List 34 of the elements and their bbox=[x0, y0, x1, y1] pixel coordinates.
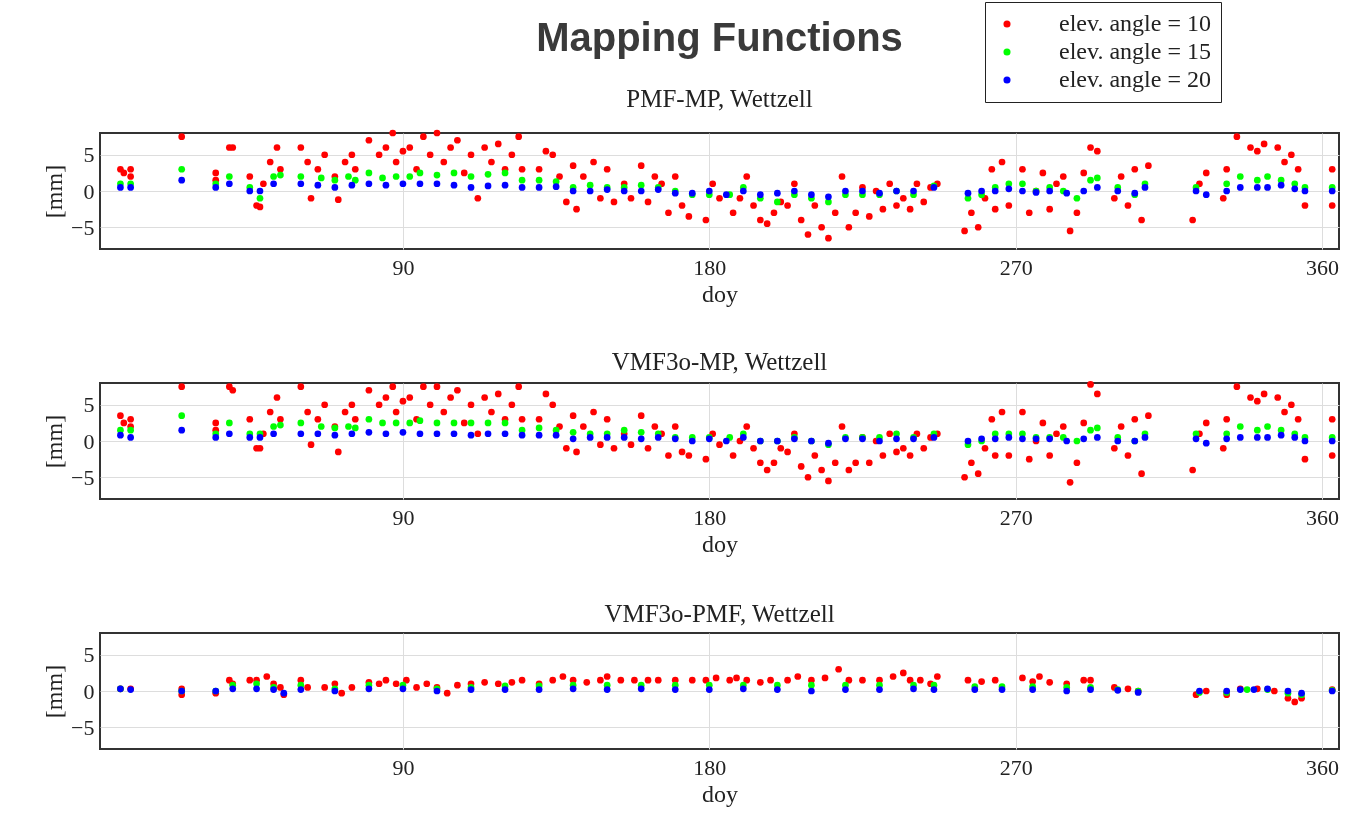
y-tick-label: 0 bbox=[83, 178, 95, 204]
x-tick-label: 90 bbox=[392, 754, 415, 780]
x-tick-label: 90 bbox=[392, 254, 415, 280]
chart-title: Mapping Functions bbox=[536, 14, 903, 59]
x-tick-label: 270 bbox=[999, 754, 1033, 780]
y-tick-label: −5 bbox=[71, 464, 95, 490]
x-tick-label: 360 bbox=[1305, 754, 1339, 780]
x-tick-label: 360 bbox=[1305, 254, 1339, 280]
chart-title: VMF3o-MP, Wettzell bbox=[611, 348, 828, 376]
x-axis-title: doy bbox=[702, 530, 738, 557]
x-axis-title: doy bbox=[702, 280, 738, 307]
x-tick-label: 180 bbox=[693, 254, 727, 280]
x-tick-label: 180 bbox=[693, 754, 727, 780]
x-tick-label: 90 bbox=[392, 504, 415, 530]
x-axis-title: doy bbox=[702, 780, 738, 807]
y-tick-label: −5 bbox=[71, 714, 95, 740]
y-tick-label: 5 bbox=[83, 142, 95, 168]
y-tick-label: 5 bbox=[83, 392, 95, 418]
y-tick-label: 5 bbox=[83, 642, 95, 668]
y-axis-title: [mm] bbox=[41, 164, 68, 219]
x-tick-label: 360 bbox=[1305, 504, 1339, 530]
x-tick-label: 180 bbox=[693, 504, 727, 530]
legend-label: elev. angle = 20 bbox=[1059, 66, 1211, 92]
legend-label: elev. angle = 15 bbox=[1059, 38, 1211, 64]
y-tick-label: 0 bbox=[83, 678, 95, 704]
chart-subtitle: PMF-MP, Wettzell bbox=[626, 84, 813, 112]
x-tick-label: 270 bbox=[999, 504, 1033, 530]
chart-title: VMF3o-PMF, Wettzell bbox=[604, 600, 835, 627]
y-tick-label: 0 bbox=[83, 428, 95, 454]
x-tick-label: 270 bbox=[999, 254, 1033, 280]
y-axis-title: [mm] bbox=[41, 664, 68, 719]
legend-label: elev. angle = 10 bbox=[1059, 10, 1211, 36]
y-tick-label: −5 bbox=[71, 214, 95, 240]
y-axis-title: [mm] bbox=[41, 414, 68, 469]
